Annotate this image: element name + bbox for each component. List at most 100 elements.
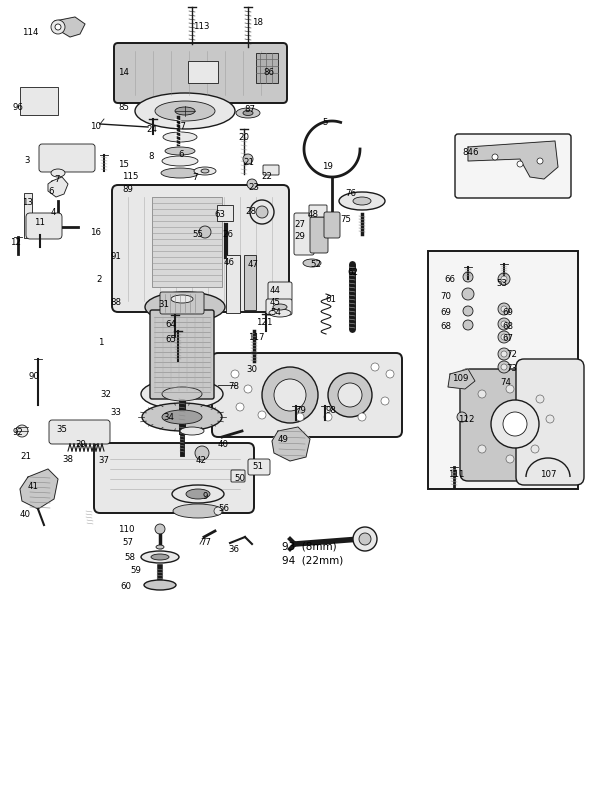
Text: 60: 60 bbox=[120, 581, 131, 590]
Circle shape bbox=[506, 386, 514, 394]
Polygon shape bbox=[272, 427, 310, 461]
Text: 51: 51 bbox=[252, 461, 263, 471]
Circle shape bbox=[296, 414, 304, 422]
Text: 70: 70 bbox=[440, 292, 451, 301]
Circle shape bbox=[498, 362, 510, 374]
Text: 69: 69 bbox=[440, 308, 451, 317]
Text: 5: 5 bbox=[322, 118, 327, 127]
Text: 8: 8 bbox=[148, 152, 153, 160]
Text: 39: 39 bbox=[75, 439, 86, 448]
Circle shape bbox=[501, 277, 507, 282]
Text: 110: 110 bbox=[118, 525, 135, 533]
Text: 35: 35 bbox=[56, 424, 67, 433]
Text: 36: 36 bbox=[228, 545, 239, 553]
Polygon shape bbox=[468, 142, 558, 180]
Circle shape bbox=[243, 155, 253, 164]
Circle shape bbox=[501, 334, 507, 341]
Circle shape bbox=[478, 445, 486, 453]
Ellipse shape bbox=[161, 168, 199, 179]
Circle shape bbox=[531, 445, 539, 453]
Text: 114: 114 bbox=[22, 28, 38, 37]
Text: 93  (8mm): 93 (8mm) bbox=[282, 541, 337, 551]
Text: 41: 41 bbox=[28, 481, 39, 490]
Circle shape bbox=[274, 379, 306, 411]
Text: 117: 117 bbox=[248, 333, 264, 342]
Text: 72: 72 bbox=[506, 350, 517, 358]
FancyBboxPatch shape bbox=[428, 252, 578, 489]
Text: 15: 15 bbox=[118, 160, 129, 168]
Text: 77: 77 bbox=[200, 537, 211, 546]
Text: 45: 45 bbox=[270, 298, 281, 306]
FancyBboxPatch shape bbox=[516, 359, 584, 485]
Polygon shape bbox=[448, 370, 475, 390]
Ellipse shape bbox=[141, 551, 179, 563]
FancyBboxPatch shape bbox=[160, 293, 204, 314]
Text: 49: 49 bbox=[278, 435, 289, 444]
Text: 6: 6 bbox=[48, 187, 54, 196]
Text: 22: 22 bbox=[261, 172, 272, 180]
Text: 30: 30 bbox=[246, 365, 257, 374]
Circle shape bbox=[338, 383, 362, 407]
Circle shape bbox=[262, 367, 318, 423]
Text: 56: 56 bbox=[218, 504, 229, 512]
Ellipse shape bbox=[141, 379, 223, 410]
Text: 46: 46 bbox=[224, 257, 235, 267]
Text: 44: 44 bbox=[270, 286, 281, 294]
Bar bbox=[226, 256, 240, 314]
Text: 92: 92 bbox=[12, 427, 23, 436]
Circle shape bbox=[498, 331, 510, 343]
Text: 90: 90 bbox=[28, 371, 39, 380]
Text: 21: 21 bbox=[243, 158, 254, 167]
Circle shape bbox=[503, 412, 527, 436]
Text: 42: 42 bbox=[196, 456, 207, 464]
Circle shape bbox=[258, 411, 266, 419]
Circle shape bbox=[247, 180, 257, 190]
Ellipse shape bbox=[162, 387, 202, 402]
FancyBboxPatch shape bbox=[217, 206, 233, 221]
Circle shape bbox=[328, 374, 372, 418]
Text: 6: 6 bbox=[178, 150, 183, 159]
Circle shape bbox=[492, 155, 498, 160]
Text: eReplacementParts.com: eReplacementParts.com bbox=[214, 363, 366, 376]
Text: 111: 111 bbox=[448, 469, 464, 479]
Circle shape bbox=[501, 322, 507, 327]
Circle shape bbox=[457, 412, 467, 423]
Text: 10: 10 bbox=[90, 122, 101, 131]
Text: 47: 47 bbox=[248, 260, 259, 269]
Bar bbox=[152, 198, 222, 288]
Text: 75: 75 bbox=[340, 215, 351, 224]
Text: 53: 53 bbox=[496, 278, 507, 288]
FancyBboxPatch shape bbox=[248, 460, 270, 476]
Text: 65: 65 bbox=[165, 334, 176, 343]
Text: 109: 109 bbox=[452, 374, 468, 383]
Text: 13: 13 bbox=[22, 198, 33, 207]
Text: 52: 52 bbox=[310, 260, 321, 269]
Circle shape bbox=[517, 162, 523, 168]
Circle shape bbox=[381, 398, 389, 406]
Text: 17: 17 bbox=[175, 122, 186, 131]
Text: 11: 11 bbox=[34, 217, 45, 227]
Ellipse shape bbox=[51, 170, 65, 178]
Text: 19: 19 bbox=[322, 162, 333, 171]
Text: 50: 50 bbox=[234, 473, 245, 482]
Text: 4: 4 bbox=[51, 208, 57, 217]
Ellipse shape bbox=[144, 581, 176, 590]
Text: 94  (22mm): 94 (22mm) bbox=[282, 555, 343, 565]
Text: 31: 31 bbox=[158, 300, 169, 309]
Circle shape bbox=[501, 351, 507, 358]
FancyBboxPatch shape bbox=[309, 206, 327, 217]
Text: 112: 112 bbox=[458, 415, 474, 423]
Ellipse shape bbox=[236, 109, 260, 119]
Bar bbox=[20, 88, 58, 115]
FancyBboxPatch shape bbox=[268, 282, 292, 302]
Text: 846: 846 bbox=[462, 148, 478, 157]
Text: 86: 86 bbox=[263, 68, 274, 77]
Text: 62: 62 bbox=[347, 268, 358, 277]
Circle shape bbox=[231, 371, 239, 379]
Circle shape bbox=[491, 400, 539, 448]
Ellipse shape bbox=[194, 168, 216, 176]
Text: 85: 85 bbox=[118, 103, 129, 111]
Circle shape bbox=[358, 414, 366, 422]
Text: 115: 115 bbox=[122, 172, 139, 180]
Polygon shape bbox=[55, 18, 85, 38]
